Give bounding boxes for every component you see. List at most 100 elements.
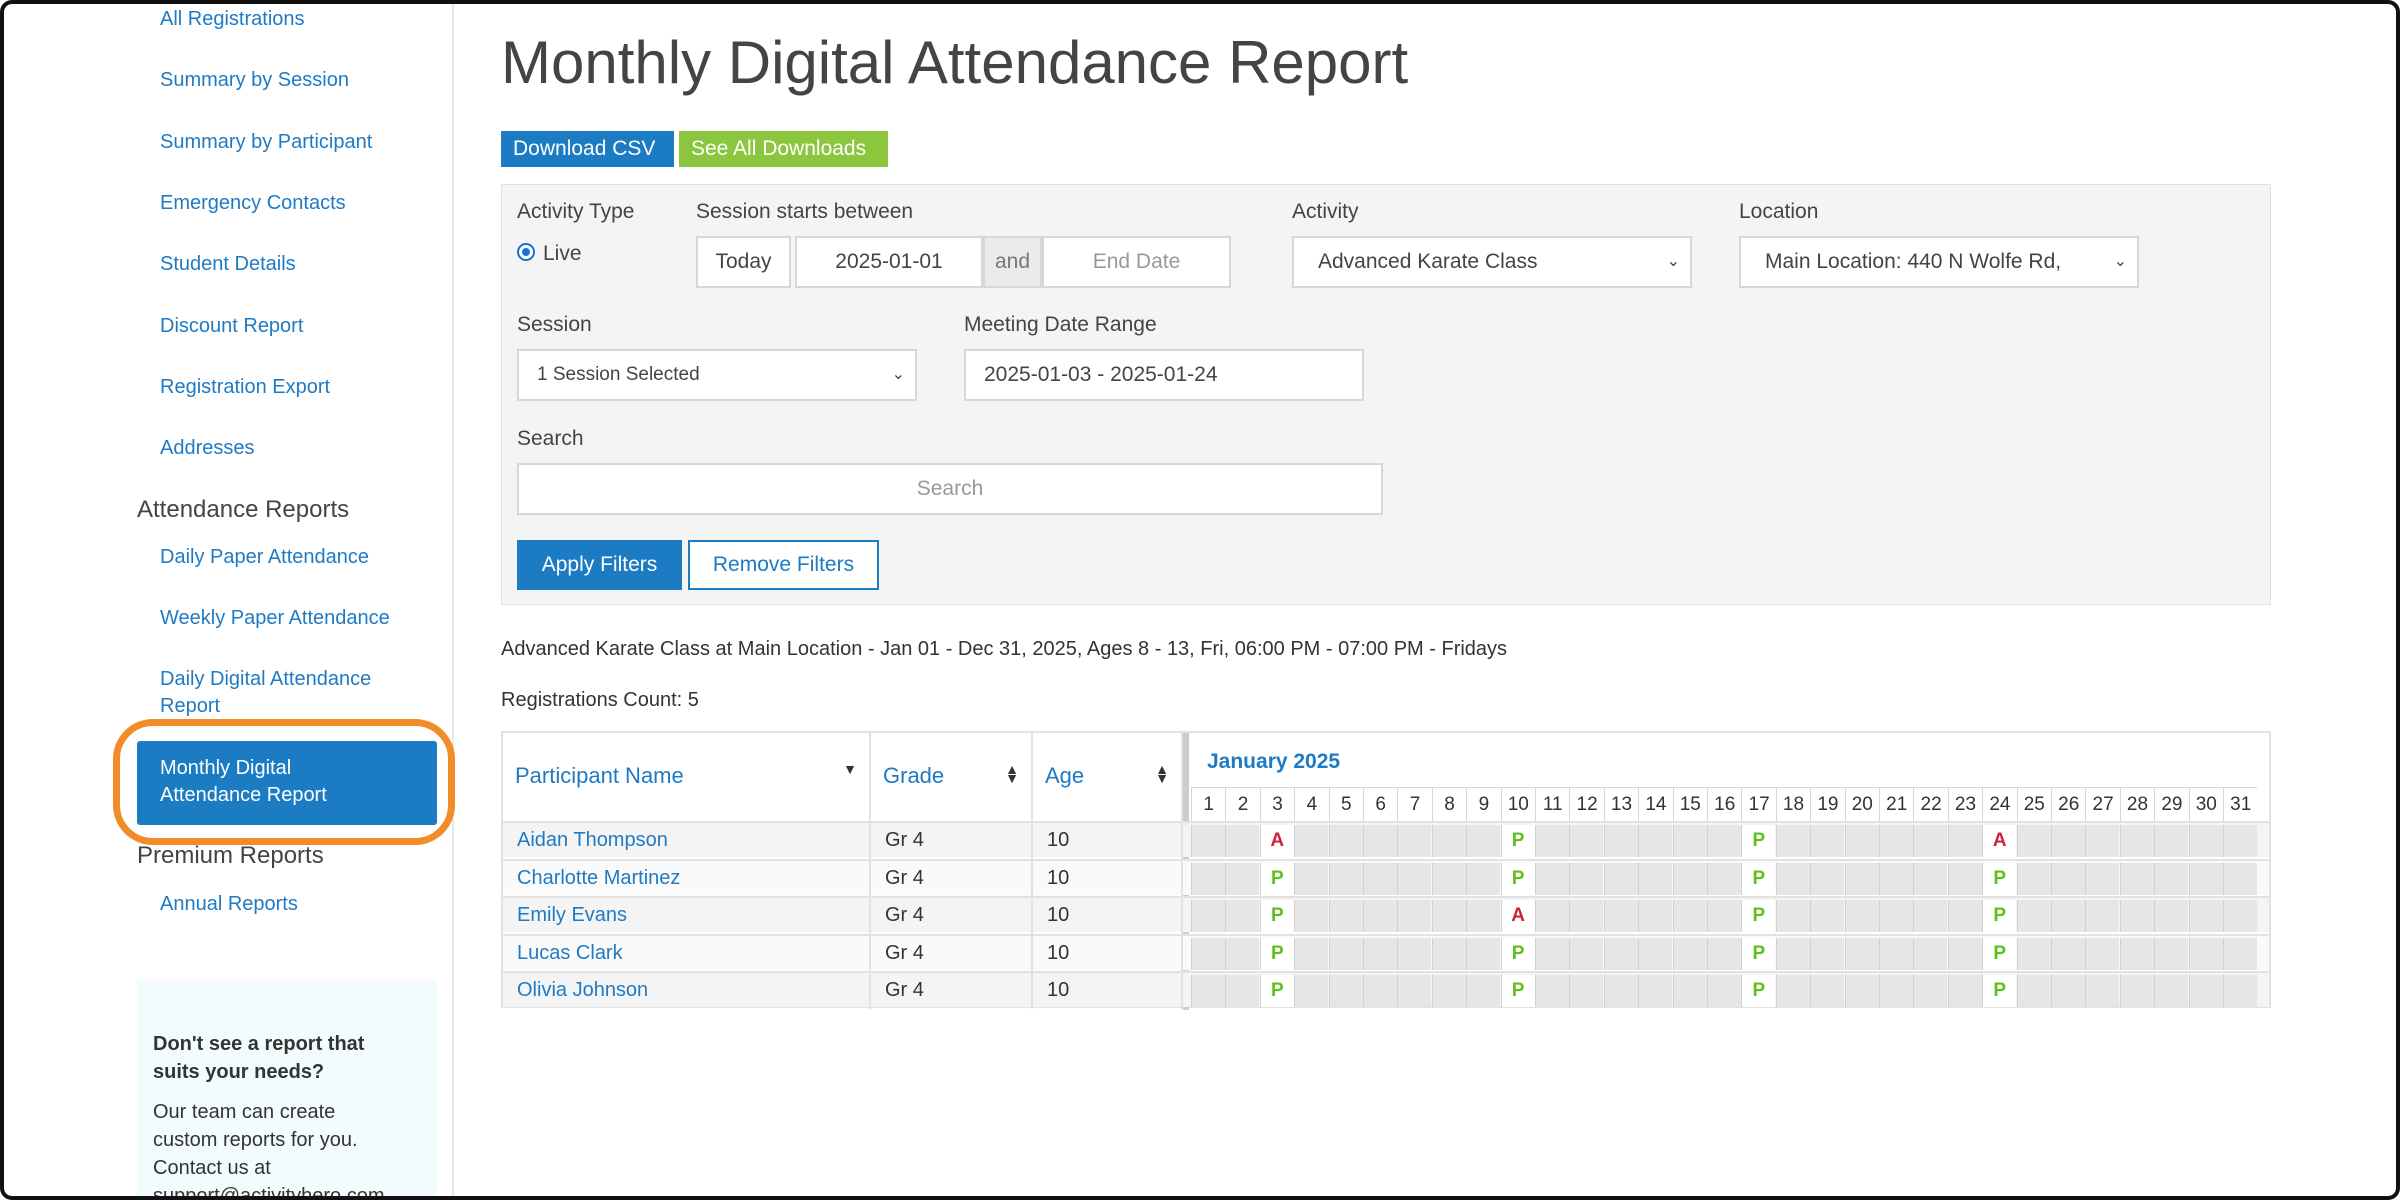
participant-name-link[interactable]: Charlotte Martinez [503,860,871,897]
attendance-cell[interactable]: P [1259,862,1294,895]
attendance-cell[interactable] [1294,825,1329,857]
meeting-date-range-input[interactable]: 2025-01-03 - 2025-01-24 [964,349,1364,401]
attendance-cell[interactable] [1225,825,1260,857]
sidebar-item-discount-report[interactable]: Discount Report [160,315,304,337]
activity-select[interactable]: Advanced Karate Class ⌄ [1292,236,1692,288]
attendance-cell[interactable] [1569,825,1604,857]
column-header-age[interactable]: Age ▲ ▼ [1033,733,1183,821]
attendance-cell[interactable] [1225,862,1260,895]
attendance-cell[interactable]: P [1500,825,1535,857]
attendance-cell[interactable]: P [1500,937,1535,970]
attendance-cell[interactable]: P [1741,937,1776,970]
attendance-cell[interactable] [1879,937,1913,970]
attendance-cell[interactable] [1191,900,1225,932]
attendance-cell[interactable] [1947,862,1982,895]
attendance-cell[interactable] [1397,975,1432,1007]
attendance-cell[interactable] [1775,975,1810,1007]
attendance-cell[interactable] [1947,937,1982,970]
attendance-cell[interactable] [1810,900,1845,932]
attendance-cell[interactable] [1431,937,1466,970]
attendance-cell[interactable] [2119,862,2154,895]
attendance-cell[interactable] [2223,825,2257,857]
sidebar-item-daily-digital-attendance[interactable]: Daily Digital Attendance Report [160,666,371,720]
sidebar-item-weekly-paper-attendance[interactable]: Weekly Paper Attendance [160,607,390,629]
attendance-cell[interactable] [1191,975,1225,1007]
sidebar-item-daily-paper-attendance[interactable]: Daily Paper Attendance [160,546,370,568]
attendance-cell[interactable] [1535,900,1569,932]
attendance-cell[interactable] [2154,900,2189,932]
attendance-cell[interactable] [2119,900,2154,932]
participant-name-link[interactable]: Olivia Johnson [503,973,871,1009]
attendance-cell[interactable] [1294,937,1329,970]
attendance-cell[interactable] [1638,900,1673,932]
attendance-cell[interactable] [1466,937,1501,970]
attendance-cell[interactable] [1363,900,1397,932]
attendance-cell[interactable] [2188,862,2223,895]
attendance-cell[interactable] [1672,975,1707,1007]
attendance-cell[interactable]: P [1982,937,2017,970]
attendance-cell[interactable] [2085,937,2120,970]
attendance-cell[interactable] [2051,900,2085,932]
attendance-cell[interactable]: A [1500,900,1535,932]
attendance-cell[interactable] [1328,862,1363,895]
attendance-cell[interactable] [1535,937,1569,970]
attendance-cell[interactable] [1225,900,1260,932]
participant-name-link[interactable]: Emily Evans [503,898,871,934]
attendance-cell[interactable] [1431,975,1466,1007]
attendance-cell[interactable] [2119,937,2154,970]
attendance-cell[interactable] [2016,937,2051,970]
attendance-cell[interactable] [2016,862,2051,895]
attendance-cell[interactable] [1569,900,1604,932]
attendance-cell[interactable] [1363,862,1397,895]
live-radio[interactable] [517,243,535,261]
attendance-cell[interactable] [1328,975,1363,1007]
attendance-cell[interactable]: P [1741,862,1776,895]
attendance-cell[interactable] [1225,975,1260,1007]
attendance-cell[interactable] [1191,862,1225,895]
attendance-cell[interactable] [1603,900,1638,932]
attendance-cell[interactable] [1603,862,1638,895]
attendance-cell[interactable] [2051,825,2085,857]
attendance-cell[interactable] [2188,975,2223,1007]
attendance-cell[interactable] [1707,975,1741,1007]
attendance-cell[interactable] [1913,862,1948,895]
attendance-cell[interactable] [2119,975,2154,1007]
attendance-cell[interactable] [1225,937,1260,970]
support-email-link[interactable]: support@activityhero.com [153,1185,385,1200]
attendance-cell[interactable]: P [1259,975,1294,1007]
attendance-cell[interactable] [1672,862,1707,895]
attendance-cell[interactable] [2223,900,2257,932]
attendance-cell[interactable] [1569,975,1604,1007]
attendance-cell[interactable] [2085,975,2120,1007]
attendance-cell[interactable] [1810,975,1845,1007]
attendance-cell[interactable] [1466,975,1501,1007]
attendance-cell[interactable] [2051,862,2085,895]
sidebar-item-registration-export[interactable]: Registration Export [160,376,331,398]
attendance-cell[interactable] [1879,975,1913,1007]
attendance-cell[interactable] [1775,825,1810,857]
attendance-cell[interactable] [1947,900,1982,932]
sidebar-item-all-registrations[interactable]: All Registrations [160,8,305,30]
column-header-participant-name[interactable]: Participant Name ▼ [503,733,871,821]
attendance-cell[interactable] [2051,937,2085,970]
attendance-cell[interactable] [1191,825,1225,857]
attendance-cell[interactable]: P [1741,900,1776,932]
attendance-cell[interactable] [1879,900,1913,932]
attendance-cell[interactable] [2154,825,2189,857]
see-all-downloads-button[interactable]: See All Downloads [679,131,888,167]
attendance-cell[interactable] [1466,900,1501,932]
search-input[interactable]: Search [517,463,1383,515]
attendance-cell[interactable]: P [1500,975,1535,1007]
attendance-cell[interactable] [2016,900,2051,932]
attendance-cell[interactable] [1775,900,1810,932]
attendance-cell[interactable] [1363,825,1397,857]
attendance-cell[interactable] [1294,900,1329,932]
attendance-cell[interactable] [1294,862,1329,895]
attendance-cell[interactable] [1569,862,1604,895]
attendance-cell[interactable] [1397,937,1432,970]
attendance-cell[interactable] [1810,862,1845,895]
sidebar-item-summary-by-participant[interactable]: Summary by Participant [160,131,373,153]
attendance-cell[interactable] [1879,825,1913,857]
attendance-cell[interactable] [1569,937,1604,970]
attendance-cell[interactable] [1775,862,1810,895]
